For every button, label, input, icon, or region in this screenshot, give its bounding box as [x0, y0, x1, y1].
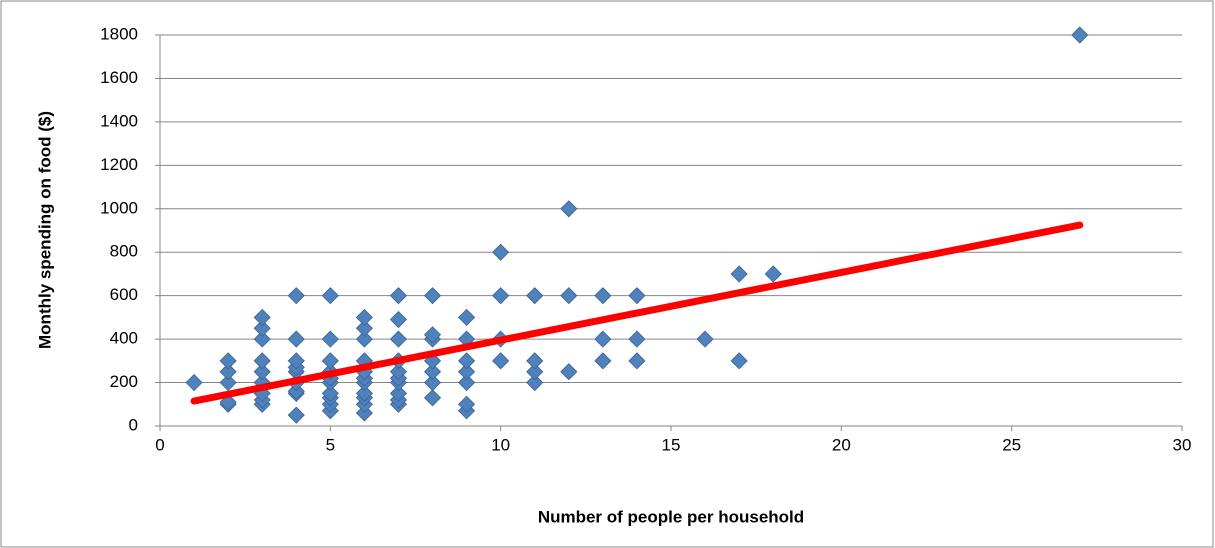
y-tick-label: 1200	[100, 155, 138, 174]
point	[219, 352, 237, 370]
point	[458, 363, 476, 381]
point	[389, 363, 408, 381]
point	[389, 330, 408, 348]
point	[253, 308, 271, 326]
point	[458, 373, 476, 392]
trendline	[190, 221, 1084, 405]
point	[287, 406, 305, 424]
x-tick-label: 30	[1173, 435, 1192, 454]
point	[594, 352, 612, 370]
point	[355, 308, 373, 326]
point	[321, 384, 339, 402]
point	[253, 352, 271, 370]
y-tick-label: 0	[129, 415, 138, 434]
x-axis-title: Number of people per household	[538, 507, 804, 526]
point	[526, 287, 544, 305]
y-tick-label: 200	[110, 372, 138, 391]
point	[594, 330, 612, 348]
point	[321, 352, 339, 370]
point	[492, 352, 510, 370]
point	[696, 330, 714, 348]
point	[389, 310, 408, 329]
y-tick-label: 800	[110, 242, 138, 261]
x-tick-label: 25	[1002, 435, 1021, 454]
point	[253, 319, 271, 337]
x-tick-label: 0	[155, 435, 164, 454]
point	[458, 395, 476, 413]
y-axis-title: Monthly spending on food ($)	[35, 111, 54, 349]
point	[560, 363, 578, 381]
point	[560, 287, 578, 305]
point	[458, 352, 476, 370]
point	[287, 330, 305, 348]
point	[423, 326, 442, 344]
y-tick-label: 600	[110, 285, 138, 304]
point	[321, 330, 339, 348]
y-tick-label: 1000	[100, 198, 138, 217]
point	[560, 200, 578, 218]
point	[287, 352, 305, 370]
point	[526, 373, 544, 392]
point	[321, 287, 339, 305]
y-tick-label: 1600	[100, 68, 138, 87]
point	[219, 363, 237, 381]
point	[730, 265, 748, 283]
y-tick-label: 400	[110, 329, 138, 348]
point	[730, 352, 748, 370]
point	[764, 265, 782, 283]
point	[628, 352, 646, 370]
x-tick-label: 5	[326, 435, 335, 454]
y-tick-label: 1400	[100, 111, 138, 130]
point	[253, 330, 271, 348]
point	[287, 382, 305, 400]
point	[185, 373, 203, 392]
point	[423, 363, 442, 381]
x-tick-label: 15	[662, 435, 681, 454]
point	[423, 373, 442, 392]
point	[526, 352, 544, 370]
point	[458, 308, 476, 326]
point	[594, 287, 612, 305]
y-tick-label: 1800	[100, 24, 138, 43]
point	[423, 389, 442, 407]
point	[492, 287, 510, 305]
point	[355, 404, 373, 422]
point	[628, 287, 646, 305]
point	[389, 384, 408, 402]
point	[287, 287, 305, 305]
point	[355, 330, 373, 348]
point	[628, 330, 646, 348]
x-tick-label: 10	[491, 435, 510, 454]
point	[423, 287, 442, 305]
point	[253, 363, 271, 381]
point	[219, 373, 237, 392]
point	[492, 243, 510, 261]
x-tick-label: 20	[832, 435, 851, 454]
point	[389, 287, 408, 305]
point	[526, 363, 544, 381]
point	[355, 384, 373, 402]
point	[1071, 26, 1089, 44]
point	[355, 319, 373, 337]
